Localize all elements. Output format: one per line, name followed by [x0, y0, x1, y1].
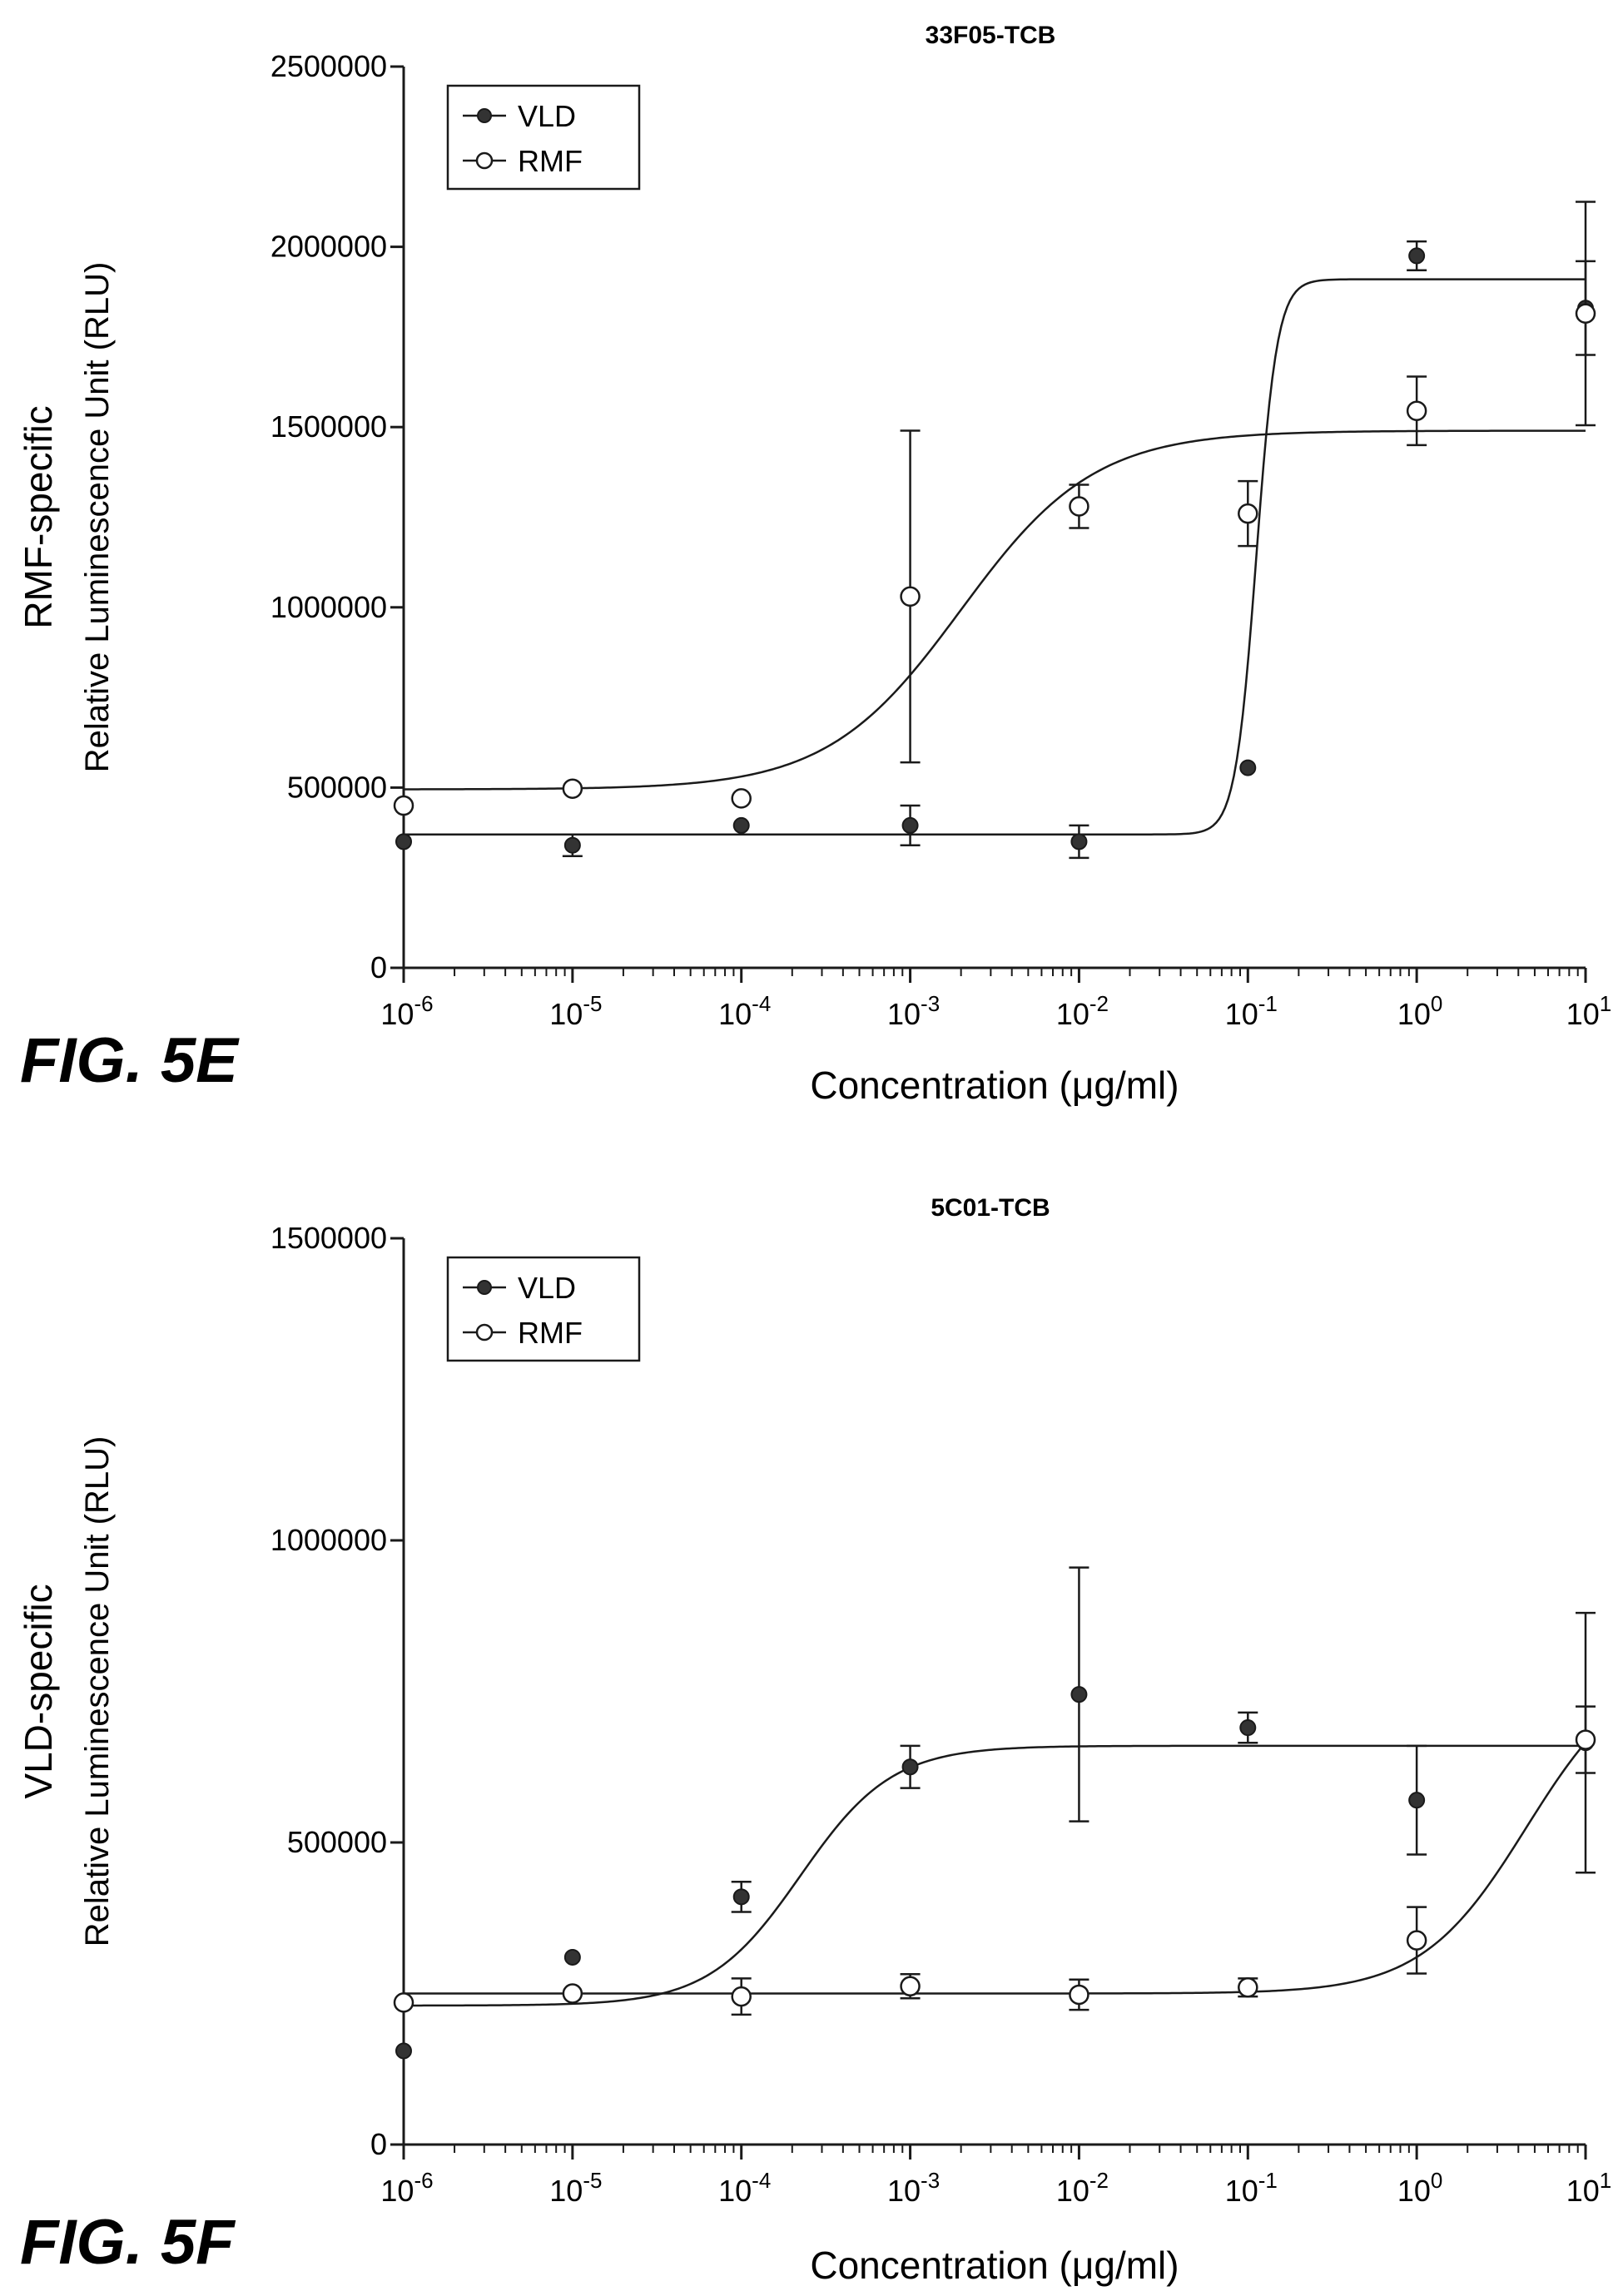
legend-box [446, 84, 641, 191]
panel-fig-5e: 33F05-TCB 0 500000 1000000 1500000 2000000 250… [17, 22, 1611, 1107]
data-point-vld [1408, 1792, 1426, 1809]
data-point-vld [732, 1888, 750, 1906]
data-point-rmf [1406, 1930, 1427, 1951]
data-point-vld [395, 2042, 412, 2060]
x-tick-label: 10-6 [380, 2168, 433, 2208]
y-axis-label: RMF-specific [17, 405, 60, 628]
legend-marker-vld [477, 108, 492, 123]
x-axis-label: Concentration (μg/ml) [810, 1064, 1179, 1107]
x-tick-label: 101 [1566, 991, 1612, 1031]
data-point-rmf [562, 778, 583, 799]
legend-label-vld: VLD [518, 1271, 576, 1305]
legend-marker-vld [477, 1280, 492, 1295]
data-point-vld [563, 836, 581, 854]
y-tick-label: 1500000 [270, 409, 387, 444]
x-tick-label: 10-6 [380, 991, 433, 1031]
data-point-rmf [1575, 303, 1596, 324]
y-tick-label: 500000 [287, 770, 387, 804]
y-axis-label: VLD-specific [17, 1584, 60, 1798]
data-point-rmf [562, 1983, 583, 2004]
y-tick-label: 1000000 [270, 1523, 387, 1557]
data-point-rmf [731, 788, 752, 809]
fit-curve-rmf [404, 1742, 1586, 1995]
data-point-rmf [1575, 1729, 1596, 1750]
data-point-vld [901, 816, 919, 834]
data-point-rmf [393, 1992, 414, 2013]
x-tick-label: 100 [1397, 991, 1443, 1031]
x-tick-label: 10-1 [1225, 2168, 1278, 2208]
y-axis-label-secondary: Relative Luminescence Unit (RLU) [79, 1436, 116, 1947]
y-axis-label-secondary: Relative Luminescence Unit (RLU) [79, 262, 116, 773]
legend-label-rmf: RMF [518, 1316, 583, 1350]
data-point-vld [1408, 247, 1426, 265]
x-tick-label: 101 [1566, 2168, 1612, 2208]
x-tick-label: 10-2 [1056, 2168, 1109, 2208]
data-point-rmf [1406, 400, 1427, 421]
data-point-vld [395, 833, 412, 850]
fit-curve-rmf [404, 429, 1586, 791]
x-tick-label: 10-2 [1056, 991, 1109, 1031]
fit-curve-vld [404, 278, 1586, 836]
x-tick-label: 10-3 [887, 991, 940, 1031]
figure-label: FIG. 5F [20, 2207, 236, 2278]
data-point-vld [732, 816, 750, 834]
data-point-rmf [900, 586, 921, 607]
fit-curve-vld [403, 1744, 1586, 2007]
legend-label-vld: VLD [518, 99, 576, 133]
x-tick-label: 10-3 [887, 2168, 940, 2208]
data-point-vld [563, 1948, 581, 1966]
legend-marker-rmf [475, 1323, 494, 1341]
data-point-rmf [731, 1986, 752, 2007]
chart-title: 33F05-TCB [926, 22, 1056, 49]
y-tick-label: 2000000 [270, 230, 387, 264]
data-point-vld [1070, 833, 1088, 850]
y-tick-label: 0 [370, 950, 387, 984]
x-tick-label: 10-1 [1225, 991, 1278, 1031]
data-point-vld [1239, 1719, 1257, 1737]
figure-label: FIG. 5E [20, 1025, 240, 1096]
data-point-rmf [900, 1976, 921, 1997]
legend-marker-rmf [475, 151, 494, 170]
y-tick-label: 1500000 [270, 1221, 387, 1255]
x-axis-label: Concentration (μg/ml) [810, 2244, 1179, 2287]
legend-label-rmf: RMF [518, 144, 583, 178]
data-point-vld [901, 1758, 919, 1776]
legend-box [446, 1256, 641, 1362]
chart-title: 5C01-TCB [931, 1194, 1050, 1222]
data-point-rmf [1069, 1984, 1089, 2006]
data-point-rmf [1238, 1976, 1258, 1998]
panel-fig-5f: 5C01-TCB 0 500000 1000000 1500000 10-6 10-5 10-… [17, 1194, 1611, 2287]
x-tick-label: 10-4 [718, 2168, 771, 2208]
data-point-vld [1070, 1686, 1088, 1703]
data-point-vld [1239, 759, 1257, 776]
y-tick-label: 0 [370, 2127, 387, 2161]
data-point-rmf [393, 795, 414, 816]
x-tick-label: 10-5 [549, 991, 602, 1031]
data-point-rmf [1238, 503, 1258, 524]
y-tick-label: 500000 [287, 1825, 387, 1859]
data-point-rmf [1069, 496, 1089, 517]
x-tick-label: 10-5 [549, 2168, 602, 2208]
x-tick-label: 100 [1397, 2168, 1443, 2208]
x-tick-label: 10-4 [718, 991, 771, 1031]
y-tick-label: 1000000 [270, 590, 387, 624]
y-tick-label: 2500000 [270, 49, 387, 83]
